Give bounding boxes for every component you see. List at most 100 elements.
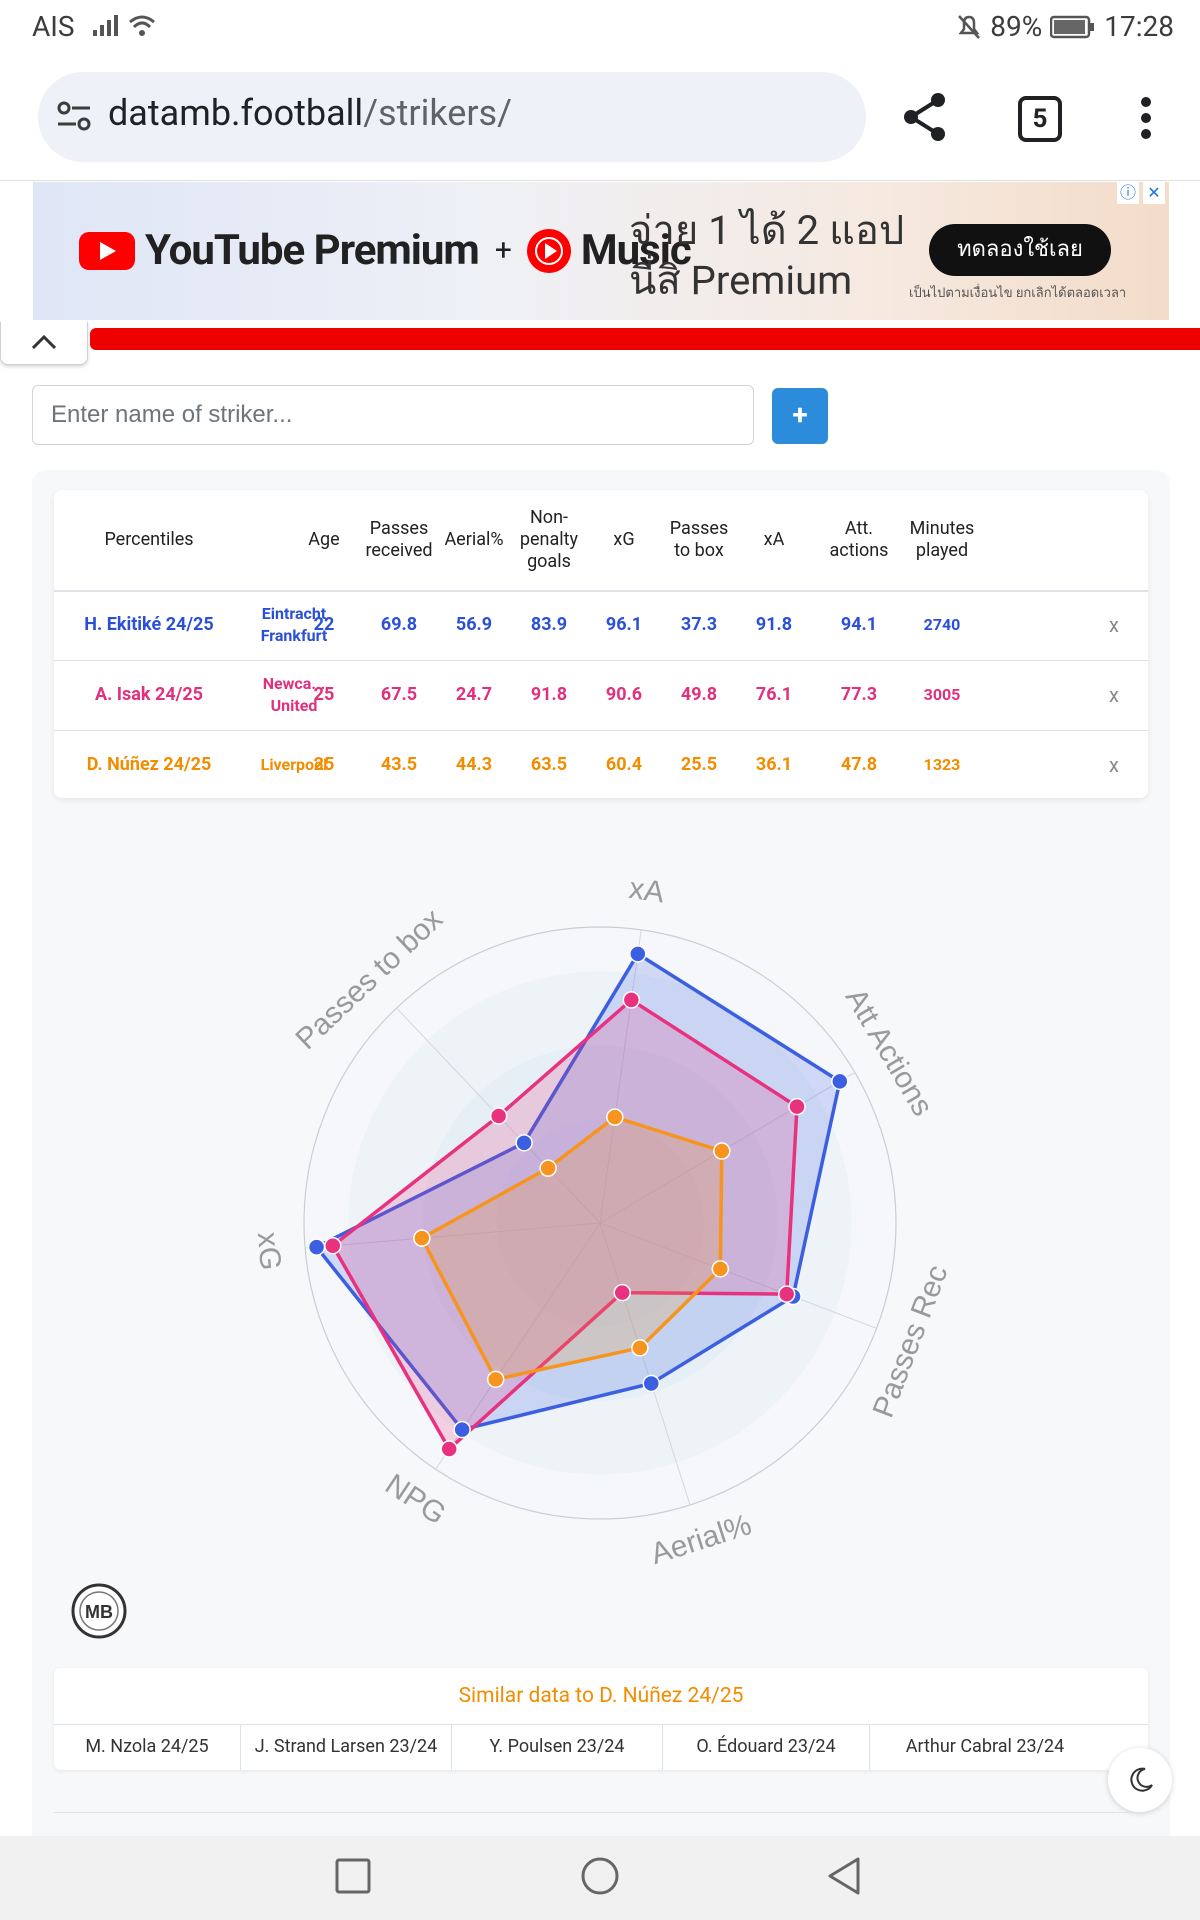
share-icon[interactable] — [902, 92, 948, 142]
radar-series-area — [420, 1115, 724, 1382]
header-age: Age — [308, 529, 340, 550]
site-settings-icon[interactable] — [56, 100, 92, 132]
xa-value: 36.1 — [755, 754, 793, 775]
header-att-actions: Att. actions — [829, 518, 889, 561]
add-striker-button[interactable]: + — [772, 388, 828, 444]
passes-received-value: 69.8 — [380, 614, 418, 635]
radar-spoke — [599, 1222, 877, 1329]
att-actions-value: 94.1 — [840, 614, 878, 635]
percentiles-table: Percentiles Age Passes received Aerial% N… — [54, 490, 1148, 798]
radar-axis-label: xG — [251, 1231, 287, 1272]
ad-brand: YouTube Premium + Music — [79, 226, 692, 275]
passes-to-box-value: 49.8 — [680, 684, 718, 705]
xa-value: 91.8 — [755, 614, 793, 635]
clock: 17:28 — [1104, 10, 1174, 43]
att-actions-value: 77.3 — [840, 684, 878, 705]
radar-point — [324, 1236, 342, 1255]
passes-to-box-value: 37.3 — [680, 614, 718, 635]
similar-title: Similar data to D. Núñez 24/25 — [54, 1668, 1148, 1725]
status-bar: AIS 89% 17:28 — [0, 0, 1200, 58]
radar-point — [307, 1238, 326, 1256]
player-name[interactable]: D. Núñez 24/25 — [86, 754, 212, 775]
dark-mode-toggle[interactable] — [1108, 1748, 1172, 1812]
youtube-logo-icon — [79, 231, 135, 270]
xg-value: 60.4 — [605, 754, 643, 775]
player-name[interactable]: A. Isak 24/25 — [94, 684, 203, 705]
age-value: 22 — [313, 614, 335, 635]
mute-bell-icon — [958, 14, 981, 39]
radar-point — [515, 1134, 533, 1152]
ad-info-icon[interactable]: ⓘ — [1117, 182, 1139, 204]
remove-player-button[interactable]: x — [1109, 753, 1119, 777]
ad-choices[interactable]: ⓘ ✕ — [1117, 182, 1165, 204]
address-bar[interactable]: datamb.football/strikers/ — [38, 72, 866, 162]
url-text[interactable]: datamb.football/strikers/ — [108, 92, 512, 134]
section-divider — [54, 1812, 1148, 1813]
radar-point — [489, 1107, 508, 1125]
table-row: A. Isak 24/25 Newca... United 25 67.5 24.… — [54, 660, 1148, 731]
passes-received-value: 67.5 — [380, 684, 418, 705]
striker-search-input[interactable] — [32, 385, 754, 445]
moon-icon — [1130, 1767, 1153, 1792]
home-icon[interactable] — [580, 1856, 620, 1896]
radar-point — [413, 1229, 431, 1247]
radar-series-area — [314, 952, 842, 1432]
att-actions-value: 47.8 — [840, 754, 878, 775]
toolbar-divider — [0, 180, 1200, 181]
header-aerial: Aerial% — [444, 529, 504, 550]
header-npg: Non-penalty goals — [519, 507, 579, 572]
logo-text: MB — [85, 1602, 113, 1622]
ad-headline-line-1: จ่าย 1 ได้ 2 แอป — [629, 207, 905, 254]
radar-point — [788, 1097, 806, 1116]
ad-close-icon[interactable]: ✕ — [1143, 182, 1165, 204]
similar-player-link[interactable]: O. Édouard 23/24 — [663, 1724, 870, 1770]
url-path: /strikers/ — [363, 92, 512, 134]
ad-plus: + — [494, 233, 512, 268]
radar-point — [777, 1285, 796, 1303]
collapse-ad-button[interactable] — [0, 322, 88, 365]
similar-player-link[interactable]: J. Strand Larsen 23/24 — [241, 1724, 452, 1770]
club-name: Newca... United — [262, 674, 326, 715]
npg-value: 83.9 — [530, 614, 568, 635]
minutes-value: 3005 — [923, 685, 961, 704]
radar-point — [711, 1260, 730, 1278]
status-right: 89% 17:28 — [956, 10, 1174, 43]
similar-player-link[interactable]: M. Nzola 24/25 — [54, 1724, 241, 1770]
aerial-value: 56.9 — [455, 614, 493, 635]
radar-point — [831, 1072, 849, 1091]
ad-cta-button[interactable]: ทดลองใช้เลย — [929, 224, 1111, 276]
radar-point — [631, 1339, 649, 1357]
radar-spoke — [599, 1222, 691, 1506]
header-xa: xA — [763, 529, 785, 550]
back-icon[interactable] — [826, 1856, 862, 1896]
remove-player-button[interactable]: x — [1109, 683, 1119, 707]
xg-value: 90.6 — [605, 684, 643, 705]
radar-point — [622, 991, 641, 1009]
club-name: Eintracht Frankfurt — [260, 604, 328, 645]
age-value: 25 — [313, 684, 335, 705]
youtube-music-logo-icon — [526, 228, 571, 273]
player-name[interactable]: H. Ekitiké 24/25 — [84, 614, 214, 635]
radar-axis-label: xA — [627, 872, 666, 910]
npg-value: 91.8 — [530, 684, 568, 705]
header-passes-received: Passes received — [365, 518, 433, 561]
tab-switcher-button[interactable]: 5 — [1018, 96, 1062, 142]
more-menu-icon[interactable] — [1136, 96, 1156, 140]
ad-banner[interactable]: YouTube Premium + Music จ่าย 1 ได้ 2 แอป… — [33, 182, 1169, 320]
wifi-icon — [129, 15, 156, 36]
minutes-value: 2740 — [923, 615, 961, 634]
ad-headline: จ่าย 1 ได้ 2 แอป นี่สิ Premium — [629, 206, 904, 306]
similar-player-link[interactable]: Arthur Cabral 23/24 — [905, 1736, 1065, 1757]
radar-point — [606, 1108, 624, 1126]
system-nav-bar — [0, 1836, 1200, 1920]
remove-player-button[interactable]: x — [1109, 613, 1119, 637]
similar-player-link[interactable]: Y. Poulsen 23/24 — [452, 1724, 663, 1770]
status-left: AIS — [32, 10, 156, 43]
carrier-label: AIS — [32, 10, 75, 43]
radar-point — [613, 1283, 631, 1302]
progress-bar — [90, 328, 1200, 350]
mb-logo-icon: MB — [71, 1583, 127, 1639]
recents-icon[interactable] — [335, 1858, 371, 1894]
ad-music-text: Music — [580, 226, 692, 275]
